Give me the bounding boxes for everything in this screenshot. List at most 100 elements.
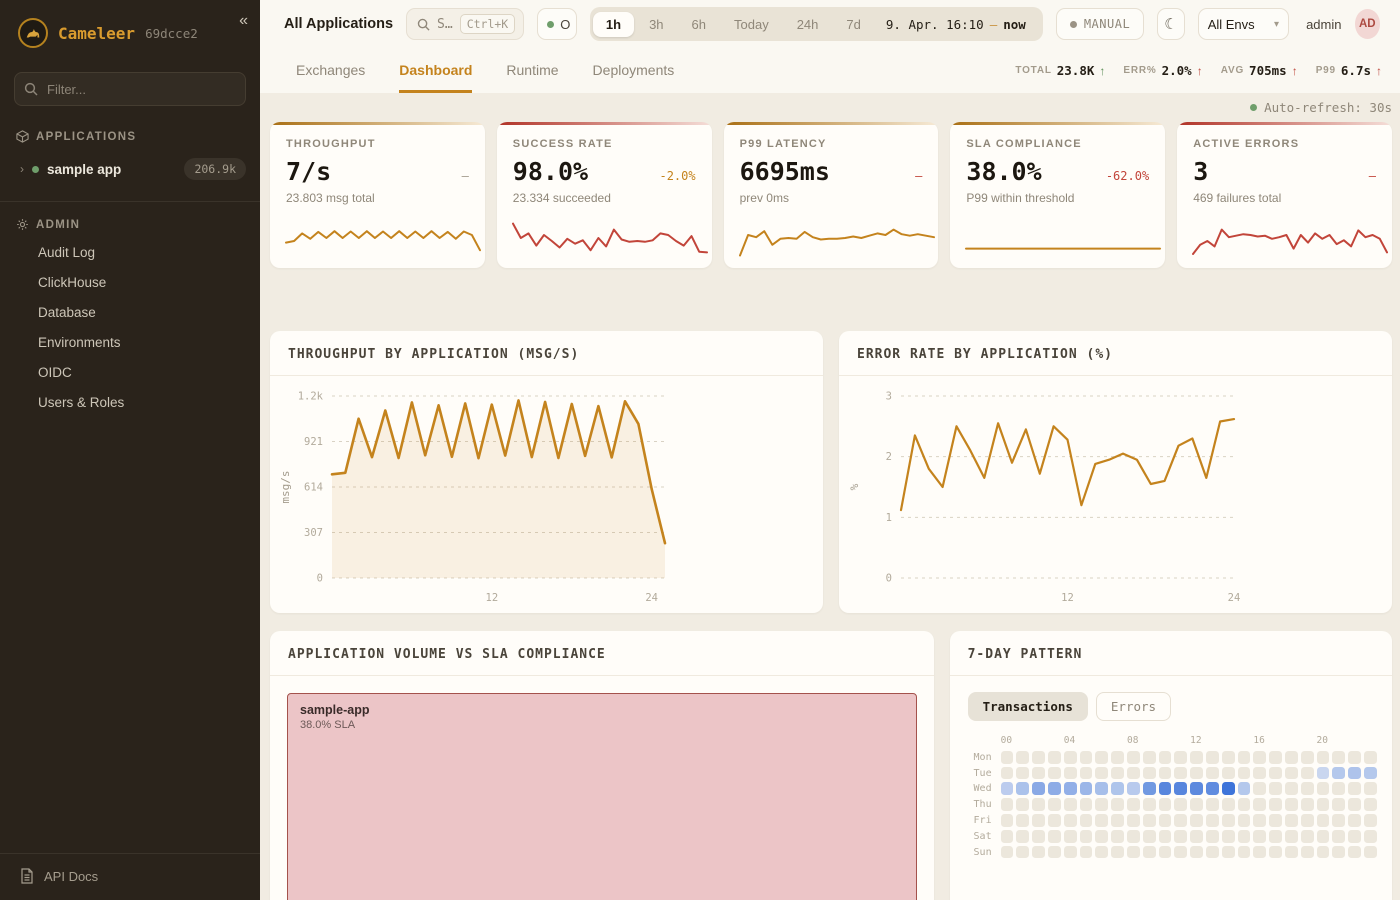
- avatar[interactable]: AD: [1354, 9, 1380, 39]
- heatmap-cell: [1079, 845, 1093, 859]
- treemap-node-name: sample-app: [300, 703, 370, 717]
- heatmap-cell: [1126, 829, 1140, 843]
- sidebar-item-users-roles[interactable]: Users & Roles: [38, 394, 125, 410]
- svg-text:12: 12: [486, 592, 499, 604]
- heatmap-cell: [1047, 766, 1061, 780]
- toggle-errors[interactable]: Errors: [1095, 692, 1172, 721]
- stat-value: 2.0%: [1161, 63, 1192, 78]
- tab-runtime[interactable]: Runtime: [506, 62, 559, 78]
- throughput-area-chart: 0 307 614 921 1.2k msg/s 12 24: [279, 391, 667, 604]
- treemap-node-sample-app[interactable]: sample-app 38.0% SLA: [287, 693, 917, 900]
- tab-exchanges[interactable]: Exchanges: [296, 62, 366, 78]
- kpi-title: THROUGHPUT: [286, 138, 376, 150]
- heatmap-hour-label: 16: [1253, 735, 1265, 746]
- heatmap-cell: [1142, 813, 1156, 827]
- heatmap-cell: [1126, 798, 1140, 811]
- svg-text:12: 12: [1061, 592, 1074, 604]
- range-button-today[interactable]: Today: [721, 12, 782, 37]
- heatmap-cell: [1300, 782, 1314, 796]
- range-button-7d[interactable]: 7d: [833, 12, 873, 37]
- status-pill[interactable]: O: [537, 8, 577, 40]
- heatmap-hour-label: 20: [1316, 735, 1328, 746]
- chevron-right-icon[interactable]: ›: [20, 162, 24, 176]
- filter-input[interactable]: [14, 72, 246, 106]
- heatmap-cell: [1316, 782, 1330, 796]
- range-button-1h[interactable]: 1h: [592, 11, 635, 37]
- heatmap-cell: [1190, 750, 1203, 764]
- sidebar-item-oidc[interactable]: OIDC: [38, 364, 72, 380]
- date-range-display[interactable]: 9. Apr. 16:10– now: [876, 17, 1040, 32]
- kpi-card-active-errors[interactable]: ACTIVE ERRORS 3–469 failures total: [1177, 122, 1392, 268]
- app-logo-text: Cameleer: [58, 23, 136, 43]
- sidebar-item-sample-app[interactable]: › sample app 206.9k: [0, 149, 260, 189]
- heatmap-cell: [1332, 782, 1346, 796]
- manual-dot-icon: [1069, 20, 1077, 28]
- sidebar-collapse-icon[interactable]: «: [239, 12, 248, 29]
- heatmap-cell: [1158, 845, 1172, 859]
- kpi-delta: –: [1368, 169, 1376, 183]
- cube-icon: [16, 130, 29, 143]
- svg-text:24: 24: [1228, 592, 1241, 604]
- sidebar-item-database[interactable]: Database: [38, 304, 96, 320]
- heatmap-cell: [1174, 813, 1188, 827]
- heatmap-cell: [1348, 750, 1361, 764]
- kpi-accent-bar: [270, 122, 485, 125]
- heatmap-cell: [1016, 766, 1030, 780]
- range-button-6h[interactable]: 6h: [679, 12, 719, 37]
- heatmap-hour-label: [1222, 735, 1235, 748]
- kpi-value: 7/s: [286, 157, 332, 186]
- dark-mode-toggle[interactable]: ☾: [1157, 8, 1185, 40]
- range-button-24h[interactable]: 24h: [784, 12, 832, 37]
- heatmap-cell: [1111, 750, 1124, 764]
- range-button-3h[interactable]: 3h: [636, 12, 676, 37]
- environment-select[interactable]: All Envs ▾: [1197, 8, 1290, 40]
- tab-dashboard[interactable]: Dashboard: [399, 48, 473, 93]
- heatmap-cell: [1348, 798, 1361, 811]
- auto-refresh-label: Auto-refresh: 30s: [1264, 100, 1392, 115]
- heatmap-cell: [1016, 750, 1030, 764]
- heatmap-cell: [1095, 750, 1109, 764]
- sidebar-item-audit-log[interactable]: Audit Log: [38, 244, 96, 260]
- kpi-value: 98.0%: [512, 157, 589, 186]
- heatmap-cell: [1363, 813, 1377, 827]
- heatmap-cell: [1111, 782, 1124, 796]
- applications-section-label: APPLICATIONS: [0, 124, 260, 149]
- sidebar-item-api-docs[interactable]: API Docs: [0, 853, 260, 900]
- kpi-card-sla-compliance[interactable]: SLA COMPLIANCE 38.0% -62.0% P99 within thre…: [950, 122, 1166, 268]
- kpi-title: P99 LATENCY: [739, 138, 827, 150]
- heatmap-cell: [1016, 798, 1030, 811]
- heatmap-cell: [1363, 829, 1377, 843]
- kpi-card-p99-latency[interactable]: P99 LATENCY 6695ms – prev 0ms: [723, 122, 939, 268]
- heatmap-cell: [1316, 845, 1330, 859]
- error-rate-chart-body: 0 1 2 3% 12 24: [839, 376, 1392, 613]
- heatmap-cell: [1142, 798, 1156, 811]
- toggle-transactions[interactable]: Transactions: [967, 692, 1088, 721]
- svg-text:1.2k: 1.2k: [298, 391, 324, 403]
- heatmap-hour-label: [1269, 735, 1282, 748]
- sidebar-item-clickhouse[interactable]: ClickHouse: [38, 274, 107, 290]
- kpi-card-throughput[interactable]: THROUGHPUT 7/s – 23.803 msg total: [270, 122, 485, 268]
- svg-text:1: 1: [886, 512, 892, 524]
- manual-refresh-button[interactable]: MANUAL: [1055, 8, 1145, 40]
- sidebar-item-environments[interactable]: Environments: [38, 334, 121, 350]
- main-area: All Applications S… Ctrl+K O 1h 3h 6h Today…: [260, 0, 1400, 900]
- heatmap-hour-label: 04: [1063, 735, 1076, 746]
- heatmap-cell: [1047, 782, 1061, 796]
- heatmap-cell: [1111, 829, 1124, 843]
- heatmap-cell: [1016, 829, 1030, 843]
- error-rate-chart-panel: ERROR RATE BY APPLICATION (%) 0 1 2 3% 12 24: [839, 331, 1392, 613]
- global-search-input[interactable]: S… Ctrl+K: [406, 8, 525, 40]
- heatmap-cell: [1332, 845, 1346, 859]
- tab-deployments[interactable]: Deployments: [592, 62, 675, 78]
- moon-icon: ☾: [1164, 16, 1178, 33]
- time-range-control: 1h 3h 6h Today 24h 7d 9. Apr. 16:10– now: [589, 7, 1043, 41]
- heatmap-cell: [1047, 829, 1061, 843]
- seven-day-pattern-panel: 7-DAY PATTERN Transactions Errors 00 04 08 1…: [949, 631, 1392, 900]
- heatmap-cell: [1079, 798, 1093, 811]
- heatmap-cell: [1063, 782, 1077, 796]
- heatmap-cell: [1158, 798, 1172, 811]
- divider: [0, 201, 260, 202]
- heatmap-cell: [1363, 766, 1377, 780]
- kpi-card-success-rate[interactable]: SUCCESS RATE 98.0% -2.0% 23.334 succeeded: [496, 122, 712, 268]
- heatmap-cell: [1284, 782, 1298, 796]
